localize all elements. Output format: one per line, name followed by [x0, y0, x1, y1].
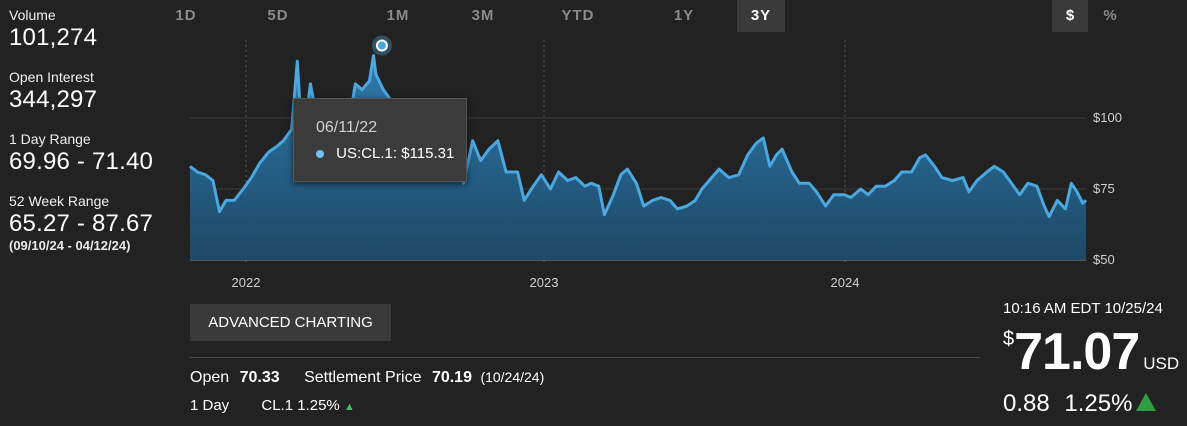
tooltip-row: US:CL.1: $115.31	[316, 145, 454, 162]
currency-symbol: $	[1003, 328, 1015, 350]
price-value: 71.07	[1014, 323, 1140, 381]
change-value: 0.88	[1003, 390, 1050, 417]
stat-volume: Volume 101,274	[9, 6, 179, 52]
open-value: 70.33	[239, 369, 280, 386]
stat-label: Open Interest	[9, 69, 94, 85]
day-symbol: CL.1	[261, 397, 294, 414]
x-tick-label: 2024	[831, 275, 860, 290]
stat-value: 101,274	[9, 24, 98, 51]
stat-label: 52 Week Range	[9, 193, 110, 209]
range-selector: 1D 5D 1M 3M YTD 1Y 3Y	[167, 0, 787, 32]
stat-open-interest: Open Interest 344,297	[9, 68, 179, 114]
settlement-label: Settlement Price	[304, 369, 422, 386]
stat-sub-dates: (09/10/24 - 04/12/24)	[9, 238, 131, 253]
x-tick-label: 2023	[530, 275, 559, 290]
series-dot-icon	[316, 150, 324, 159]
range-tab-3m[interactable]: 3M	[471, 7, 495, 24]
range-tab-3y[interactable]: 3Y	[737, 0, 785, 32]
range-tab-1m[interactable]: 1M	[386, 7, 410, 24]
y-tick-label: $50	[1093, 252, 1115, 267]
tooltip-date: 06/11/22	[316, 119, 378, 136]
day-label: 1 Day	[190, 397, 230, 414]
up-triangle-icon	[1136, 393, 1157, 411]
day-change-row: 1 Day CL.1 1.25% ▲	[190, 397, 355, 414]
range-tab-5d[interactable]: 5D	[267, 7, 289, 24]
highlight-point	[375, 39, 388, 52]
unit-percent-button[interactable]: %	[1103, 7, 1117, 24]
stat-value: 65.27 - 87.67	[9, 210, 154, 237]
stat-label: Volume	[9, 7, 56, 23]
stat-52-week-range: 52 Week Range 65.27 - 87.67 (09/10/24 - …	[9, 192, 179, 253]
stat-label: 1 Day Range	[9, 131, 91, 147]
settlement-row: Open 70.33 Settlement Price 70.19 (10/24…	[190, 369, 544, 387]
tooltip-series: US:CL.1:	[336, 145, 398, 162]
currency-code: USD	[1143, 354, 1180, 373]
stat-day-range: 1 Day Range 69.96 - 71.40	[9, 130, 179, 176]
advanced-charting-button[interactable]: ADVANCED CHARTING	[190, 304, 391, 341]
up-arrow-icon: ▲	[343, 401, 355, 413]
settlement-value: 70.19	[431, 369, 472, 386]
day-change: 1.25%	[297, 397, 340, 414]
y-tick-label: $100	[1093, 110, 1122, 125]
quote-price: $71.07 USD	[1003, 322, 1179, 382]
unit-dollar-button[interactable]: $	[1052, 0, 1088, 32]
chart-tooltip: 06/11/22 US:CL.1: $115.31	[293, 98, 467, 182]
quote-change: 0.88 1.25%	[1003, 390, 1157, 418]
quote-timestamp: 10:16 AM EDT 10/25/24	[1003, 300, 1163, 317]
stats-panel: Volume 101,274 Open Interest 344,297 1 D…	[9, 6, 179, 253]
range-tab-1y[interactable]: 1Y	[673, 7, 695, 24]
range-tab-ytd[interactable]: YTD	[561, 7, 595, 24]
divider	[190, 357, 980, 358]
price-chart[interactable]: 2022 2023 2024 $100 $75 $50	[0, 0, 1187, 300]
y-tick-label: $75	[1093, 181, 1115, 196]
stat-value: 69.96 - 71.40	[9, 148, 154, 175]
change-percent: 1.25%	[1064, 390, 1133, 417]
tooltip-value: $115.31	[401, 145, 455, 162]
stat-value: 344,297	[9, 86, 98, 113]
price-area	[190, 55, 1086, 260]
range-tab-1d[interactable]: 1D	[175, 7, 197, 24]
open-label: Open	[190, 369, 230, 386]
x-tick-label: 2022	[232, 275, 261, 290]
settlement-date: (10/24/24)	[480, 369, 545, 385]
